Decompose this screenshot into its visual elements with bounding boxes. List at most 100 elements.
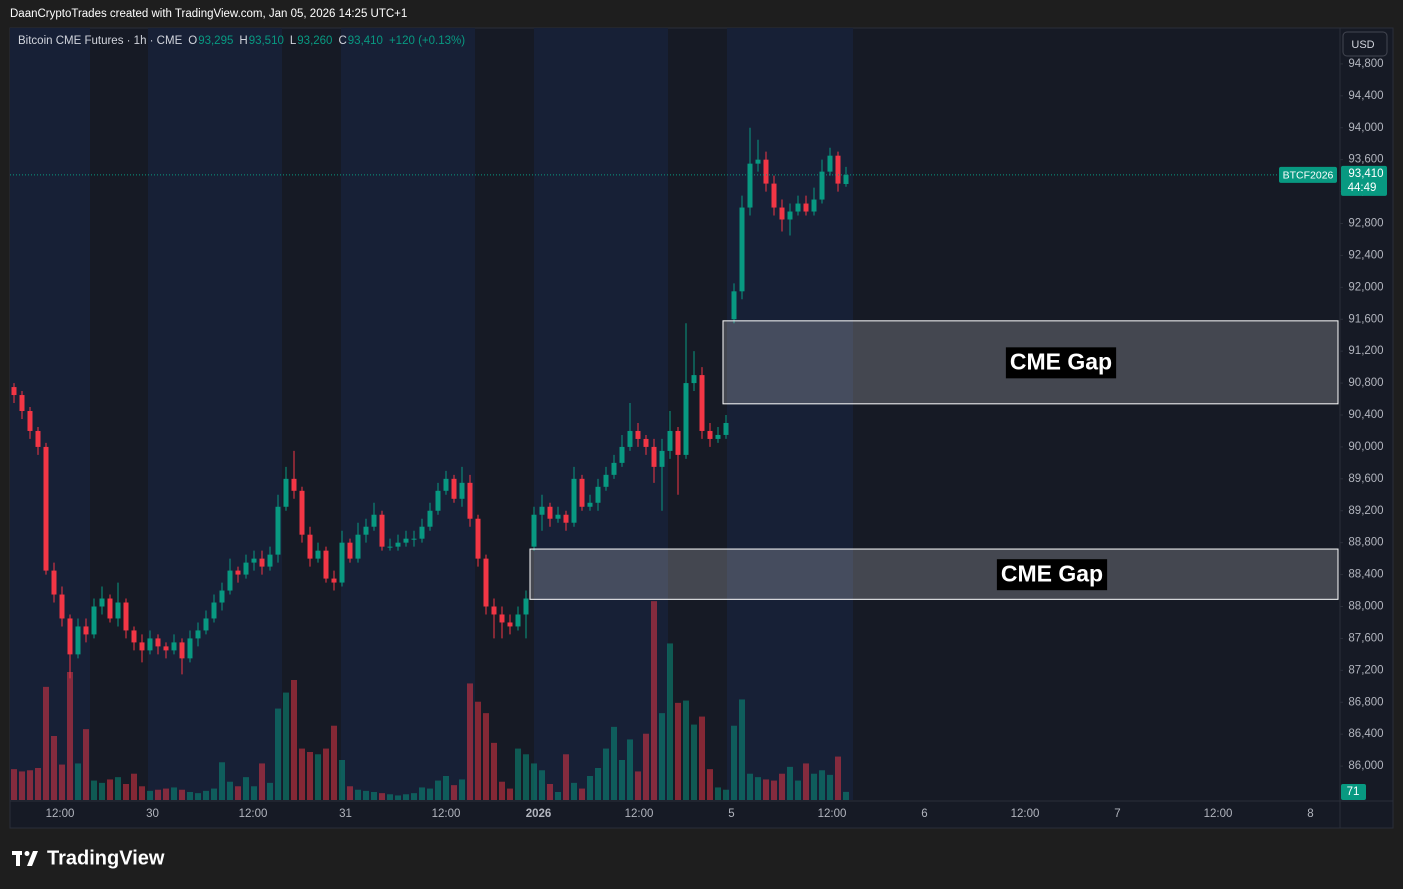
- candle-body: [59, 594, 65, 619]
- volume-bar: [739, 699, 745, 800]
- volume-bar: [75, 763, 81, 800]
- volume-bar: [491, 742, 497, 800]
- countdown: 44:49: [1348, 182, 1377, 194]
- legend-text: +120 (+0.13%): [389, 35, 465, 47]
- candle-body: [627, 430, 633, 447]
- y-tick-label: 91,600: [1348, 313, 1383, 325]
- volume-bar: [579, 788, 585, 800]
- credit: DaanCryptoTrades created with TradingVie…: [10, 8, 407, 20]
- gap-label: CME Gap: [1001, 560, 1103, 586]
- y-tick-label: 86,000: [1348, 760, 1383, 772]
- candle-body: [739, 207, 745, 292]
- candle-body: [595, 486, 601, 503]
- candle-body: [419, 526, 425, 539]
- volume-bar: [147, 790, 153, 800]
- candle-body: [107, 598, 113, 619]
- volume-bar: [315, 754, 321, 800]
- candle-body: [139, 642, 145, 651]
- candle-body: [651, 446, 657, 467]
- session-band: [148, 28, 282, 800]
- legend-text: 93,410: [348, 35, 383, 47]
- candle-body: [731, 291, 737, 320]
- volume-bar: [843, 791, 849, 800]
- volume-tag: [1341, 784, 1366, 800]
- volume-bar: [371, 792, 377, 800]
- candle-body: [235, 570, 241, 575]
- volume-bar: [211, 788, 217, 800]
- x-tick-label: 12:00: [1011, 808, 1040, 820]
- candle-body: [123, 602, 129, 631]
- volume-bar: [451, 785, 457, 800]
- candle-body: [659, 450, 665, 467]
- volume-bar: [187, 792, 193, 800]
- x-tick-label: 7: [1114, 808, 1120, 820]
- candle-body: [363, 526, 369, 535]
- volume-bar: [795, 780, 801, 800]
- volume-bar: [691, 724, 697, 800]
- volume-bar: [331, 725, 337, 800]
- candle-body: [75, 626, 81, 655]
- candle-body: [555, 514, 561, 519]
- volume-bar: [763, 779, 769, 800]
- candle-body: [355, 534, 361, 559]
- candle-body: [35, 430, 41, 447]
- volume-bar: [99, 782, 105, 800]
- currency-button[interactable]: [1342, 31, 1388, 57]
- candle-body: [19, 395, 25, 412]
- x-tick-label: 5: [728, 808, 734, 820]
- volume-bar: [275, 708, 281, 800]
- y-tick-label: 94,800: [1348, 58, 1383, 70]
- gap-label: CME Gap: [1010, 348, 1112, 374]
- y-tick-label: 90,400: [1348, 409, 1383, 421]
- candle-body: [715, 434, 721, 439]
- x-tick-label: 12:00: [818, 808, 847, 820]
- candle-body: [411, 538, 417, 540]
- x-tick-label: 12:00: [432, 808, 461, 820]
- candle-body: [91, 606, 97, 635]
- candle-body: [435, 490, 441, 511]
- volume-bar: [787, 766, 793, 800]
- volume-bar: [811, 773, 817, 800]
- candle-body: [723, 422, 729, 435]
- volume-bar: [595, 768, 601, 800]
- volume-bar: [227, 781, 233, 800]
- currency[interactable]: USD: [1351, 39, 1374, 51]
- volume-bar: [443, 776, 449, 800]
- y-tick-label: 87,600: [1348, 632, 1383, 644]
- volume-bar: [379, 793, 385, 800]
- candle-body: [667, 430, 673, 451]
- y-tick-label: 87,200: [1348, 664, 1383, 676]
- volume-bar: [827, 774, 833, 800]
- volume-bar: [603, 748, 609, 800]
- candle-body: [187, 638, 193, 659]
- x-tick-label: 12:00: [1204, 808, 1233, 820]
- candle-body: [755, 159, 761, 164]
- volume-bar: [571, 782, 577, 800]
- candle-body: [515, 614, 521, 627]
- candle-body: [379, 514, 385, 547]
- volume-bar: [355, 789, 361, 800]
- volume-bar: [307, 752, 313, 800]
- y-tick-label: 91,200: [1348, 345, 1383, 357]
- candle-body: [115, 602, 121, 619]
- volume-bar: [19, 771, 25, 800]
- y-tick-label: 92,800: [1348, 218, 1383, 230]
- legend-text: 93,510: [249, 35, 284, 47]
- volume-bar: [419, 787, 425, 800]
- volume-bar: [643, 733, 649, 800]
- y-tick-label: 86,400: [1348, 728, 1383, 740]
- volume-bar: [235, 786, 241, 800]
- volume-bar: [483, 713, 489, 800]
- legend-text: L: [290, 35, 297, 47]
- volume-bar: [219, 762, 225, 800]
- volume-bar: [467, 683, 473, 800]
- candle-body: [531, 514, 537, 547]
- volume-bar: [171, 787, 177, 800]
- volume-bar: [163, 788, 169, 800]
- legend-text: Bitcoin CME Futures · 1h · CME: [18, 35, 183, 47]
- volume-bar: [27, 770, 33, 800]
- candle-body: [331, 578, 337, 583]
- candle-body: [315, 550, 321, 559]
- volume-bar: [587, 776, 593, 800]
- volume-bar: [259, 763, 265, 800]
